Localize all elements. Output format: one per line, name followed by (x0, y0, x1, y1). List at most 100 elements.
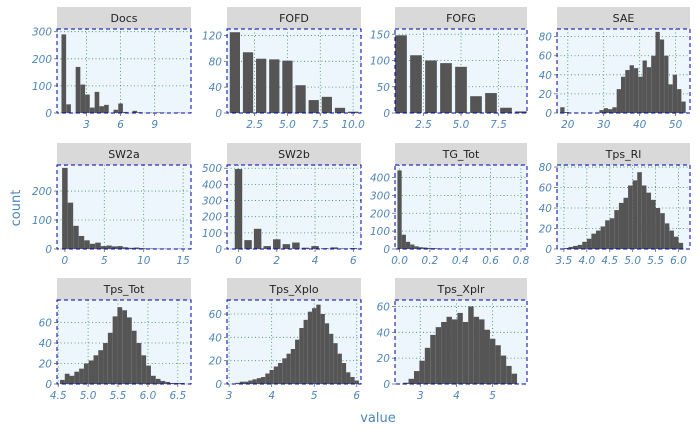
y-tick-label: 0 (45, 108, 52, 120)
histogram-bar (591, 233, 596, 249)
histogram-bar (408, 378, 414, 384)
histogram-bar (273, 366, 279, 384)
histogram-bar (577, 244, 583, 249)
panel-border (56, 164, 192, 250)
y-tick-label: 60 (539, 51, 553, 63)
histogram-bar (425, 60, 437, 113)
x-tick-label: 5 (489, 390, 496, 402)
histogram-bar (672, 74, 678, 113)
histogram-bar (80, 84, 86, 113)
y-tick-label: 100 (370, 226, 390, 238)
panel-border (56, 299, 192, 385)
y-tick-label: 40 (539, 203, 553, 215)
histogram-bar (174, 382, 180, 384)
histogram-bar (128, 247, 134, 249)
histogram-bar (625, 70, 630, 113)
histogram-bar (330, 247, 338, 249)
x-tick-label: 5 (101, 255, 108, 267)
histogram-bar (660, 213, 665, 249)
histogram-bar (136, 343, 142, 384)
histogram-bar (123, 111, 128, 113)
histogram-bar (229, 32, 241, 113)
x-tick-label: 5.5 (647, 255, 664, 267)
x-tick-label: 4.5 (601, 255, 618, 267)
histogram-bar (95, 242, 101, 249)
y-tick-label: 0 (545, 108, 552, 120)
histogram-bar (122, 310, 127, 384)
histogram-bar (347, 111, 359, 113)
y-tick-label: 0 (215, 244, 222, 256)
histogram-bar (595, 230, 601, 249)
histogram-bar (265, 373, 270, 384)
histogram-bar (405, 241, 411, 249)
histogram-bar (292, 242, 300, 249)
histogram-bar (311, 246, 319, 249)
panel-background (395, 165, 527, 249)
strip-background (395, 143, 527, 165)
histogram-bar (608, 109, 613, 113)
panel-tps-rl: Tps_Rl 0 20 40 60 80 3.5 4.0 4.5 5.0 5.5 6.0 (539, 143, 691, 267)
histogram-bar (563, 247, 569, 249)
y-tick-label: 100 (202, 228, 222, 240)
histogram-bar (286, 353, 291, 384)
histogram-bar (560, 107, 565, 113)
x-tick-label: 2 (273, 255, 280, 267)
y-tick-label: 80 (539, 162, 553, 174)
x-tick-label: 3 (226, 390, 233, 402)
histogram-bar (329, 333, 334, 384)
y-tick-label: 0 (383, 244, 390, 256)
histogram-bar (131, 330, 137, 384)
histogram-bar (451, 319, 458, 384)
y-tick-label: 40 (209, 82, 223, 94)
y-tick-label: 40 (39, 338, 53, 350)
histogram-bar (489, 338, 496, 384)
histogram-bar (414, 246, 419, 249)
panel-sw2a: SW2a 0 100 200 0 5 10 15 (32, 143, 192, 267)
histogram-bar (303, 319, 308, 384)
histogram-bar (78, 235, 85, 249)
y-tick-label: 40 (377, 327, 391, 339)
histogram-bar (165, 381, 171, 384)
y-tick-label: 20 (539, 89, 553, 101)
histogram-bar (419, 360, 425, 384)
histogram-bar (316, 304, 321, 384)
x-tick-label: 2.5 (246, 119, 263, 131)
histogram-bar (256, 378, 262, 384)
histogram-bar (678, 242, 684, 249)
y-tick-label: 0 (215, 379, 222, 391)
y-tick-label: 60 (539, 183, 553, 195)
x-tick-label: 0.2 (422, 255, 439, 267)
histogram-bar (301, 247, 310, 249)
histogram-bar (263, 246, 271, 249)
panel-border (226, 164, 362, 250)
histogram-bar (278, 363, 283, 384)
strip-label: Tps_Tot (103, 283, 146, 296)
histogram-bar (457, 312, 463, 384)
histogram-bar (62, 167, 68, 249)
histogram-bar (67, 202, 74, 249)
histogram-bar (106, 245, 112, 249)
x-tick-label: 0.4 (452, 255, 469, 267)
histogram-bar (470, 96, 482, 113)
x-tick-label: 5.0 (624, 255, 641, 267)
x-tick-label: 6 (117, 119, 124, 131)
histogram-bar (582, 241, 587, 249)
histogram-bar (99, 106, 104, 113)
histogram-bar (605, 220, 610, 249)
histogram-bar (651, 199, 656, 249)
strip-label: SAE (613, 12, 635, 25)
strip-label: FOFD (279, 12, 309, 25)
strip-background (557, 143, 690, 165)
histogram-bar (269, 59, 280, 113)
histogram-bar (88, 360, 94, 384)
x-tick-label: 3.5 (556, 255, 573, 267)
panel-border (394, 299, 528, 385)
x-tick-label: 7.5 (312, 119, 329, 131)
histogram-bar (618, 202, 624, 249)
y-tick-label: 300 (32, 27, 52, 39)
histogram-bar (659, 39, 665, 113)
y-tick-label: 200 (202, 212, 222, 224)
histogram-bar (160, 380, 166, 384)
strip-background (57, 143, 191, 165)
